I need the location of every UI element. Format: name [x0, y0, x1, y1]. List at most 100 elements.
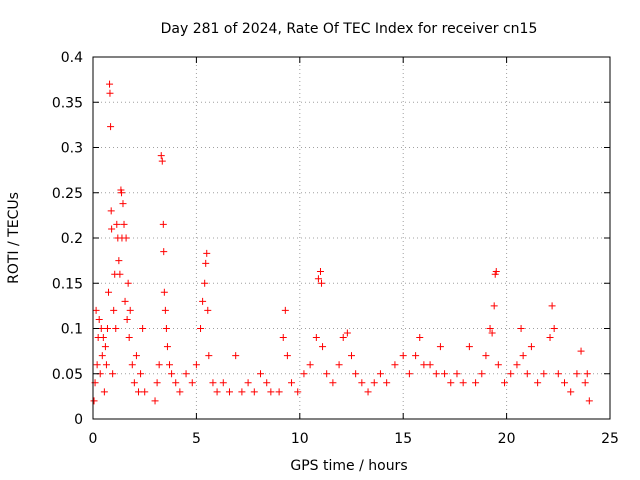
data-point [267, 388, 275, 396]
x-tick-label: 0 [89, 431, 98, 447]
data-point [199, 297, 207, 305]
data-point [107, 123, 115, 131]
data-point [561, 379, 569, 387]
data-point [118, 189, 126, 197]
data-point [204, 306, 212, 314]
data-points-layer [90, 80, 593, 405]
data-point [507, 370, 515, 378]
data-point [339, 334, 347, 342]
data-point [488, 329, 496, 337]
data-point [314, 275, 322, 283]
data-point [432, 370, 440, 378]
data-point [99, 334, 107, 342]
y-tick-label: 0.4 [61, 50, 83, 66]
data-point [306, 361, 314, 369]
data-point [166, 361, 174, 369]
data-point [160, 248, 168, 256]
data-point [585, 397, 593, 405]
data-point [155, 361, 163, 369]
data-point [370, 379, 378, 387]
data-point [139, 325, 147, 332]
y-tick-label: 0 [74, 412, 83, 428]
data-point [102, 361, 110, 369]
data-point [383, 379, 391, 387]
data-point [157, 152, 165, 160]
data-point [279, 334, 287, 342]
data-point [426, 361, 434, 369]
data-point [376, 370, 384, 378]
data-point [294, 388, 302, 396]
data-point [112, 325, 120, 332]
data-point [447, 379, 455, 387]
chart-title: Day 281 of 2024, Rate Of TEC Index for r… [161, 21, 538, 37]
data-point [348, 352, 355, 360]
data-point [459, 379, 467, 387]
data-point [391, 361, 399, 369]
x-tick-label: 10 [291, 431, 309, 447]
data-point [106, 80, 114, 88]
y-tick-label: 0.3 [61, 141, 83, 157]
y-tick-label: 0.25 [52, 186, 83, 202]
data-point [527, 343, 535, 351]
data-point [172, 379, 180, 387]
data-point [109, 370, 117, 378]
data-point [250, 388, 258, 396]
data-point [121, 297, 129, 305]
data-point [323, 370, 331, 378]
data-point [137, 370, 145, 378]
data-point [281, 306, 289, 314]
data-point [128, 361, 136, 369]
data-point [125, 334, 133, 342]
data-point [110, 306, 118, 314]
data-point [244, 379, 252, 387]
data-point [492, 267, 500, 275]
x-tick-label: 25 [601, 431, 619, 447]
data-point [399, 352, 407, 360]
data-point [523, 370, 531, 378]
data-point [436, 343, 444, 351]
data-point [197, 325, 205, 332]
data-point [335, 361, 343, 369]
data-point [577, 347, 585, 355]
data-point [176, 388, 184, 396]
data-point [202, 259, 210, 267]
data-point [105, 288, 113, 296]
data-point [116, 270, 124, 278]
data-point [201, 279, 209, 287]
data-point [329, 379, 337, 387]
data-point [159, 220, 167, 228]
data-point [581, 379, 589, 387]
data-point [103, 325, 111, 332]
data-point [182, 370, 190, 378]
y-tick-label: 0.35 [52, 95, 83, 111]
data-point [490, 302, 498, 310]
x-tick-label: 20 [498, 431, 516, 447]
data-point [153, 379, 161, 387]
data-point [95, 315, 103, 323]
data-point [120, 220, 128, 228]
data-point [358, 379, 366, 387]
data-point [115, 257, 123, 265]
data-point [478, 370, 486, 378]
data-point [161, 306, 169, 314]
data-point [494, 361, 502, 369]
data-point [90, 397, 98, 405]
data-point [130, 379, 138, 387]
data-point [441, 370, 449, 378]
x-tick-label: 15 [394, 431, 412, 447]
data-point [567, 388, 575, 396]
data-point [263, 379, 271, 387]
data-point [219, 379, 227, 387]
data-point [412, 352, 420, 360]
data-point [257, 370, 265, 378]
data-point [275, 388, 283, 396]
data-point [160, 288, 168, 296]
y-tick-label: 0.2 [61, 231, 83, 247]
data-point [113, 220, 121, 228]
data-point [93, 361, 101, 369]
data-point [141, 388, 149, 396]
y-tick-label: 0.15 [52, 276, 83, 292]
data-point [134, 388, 142, 396]
data-point [554, 370, 562, 378]
